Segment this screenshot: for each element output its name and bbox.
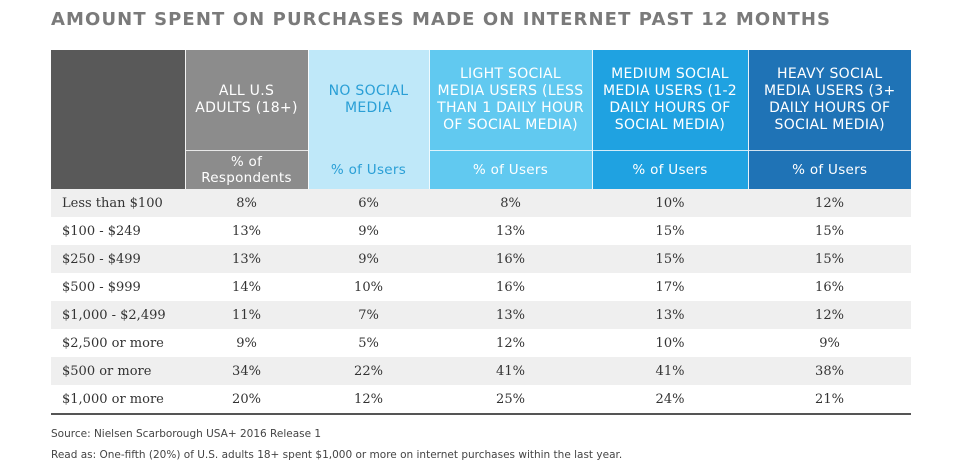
data-cell: 13%	[185, 217, 308, 245]
row-label: Less than $100	[51, 189, 185, 217]
data-cell: 12%	[429, 329, 592, 357]
table-body: Less than $100 8% 6% 8% 10% 12% $100 - $249 13%…	[51, 189, 911, 415]
table-row: $500 - $999 14% 10% 16% 17% 16%	[51, 273, 911, 301]
column-header-light-users: LIGHT SOCIAL MEDIA USERS (LESS THAN 1 DA…	[428, 50, 592, 151]
footnotes: Source: Nielsen Scarborough USA+ 2016 Re…	[51, 424, 622, 466]
data-cell: 21%	[748, 385, 911, 415]
data-cell: 12%	[308, 385, 429, 415]
data-cell: 15%	[592, 245, 748, 273]
data-cell: 10%	[592, 189, 748, 217]
data-cell: 12%	[748, 189, 911, 217]
data-cell: 16%	[429, 273, 592, 301]
data-cell: 13%	[429, 217, 592, 245]
data-cell: 9%	[748, 329, 911, 357]
row-label: $250 - $499	[51, 245, 185, 273]
column-subheader: % of Users	[591, 150, 748, 189]
column-subheader: % of Users	[747, 150, 911, 189]
data-cell: 8%	[185, 189, 308, 217]
data-cell: 13%	[429, 301, 592, 329]
data-cell: 41%	[592, 357, 748, 385]
data-cell: 22%	[308, 357, 429, 385]
column-header-no-social-media: NO SOCIAL MEDIA	[307, 50, 429, 151]
data-cell: 41%	[429, 357, 592, 385]
table-row: $1,000 or more 20% 12% 25% 24% 21%	[51, 385, 911, 415]
header-corner	[51, 50, 185, 151]
data-cell: 13%	[592, 301, 748, 329]
data-cell: 38%	[748, 357, 911, 385]
data-cell: 34%	[185, 357, 308, 385]
data-cell: 17%	[592, 273, 748, 301]
subheader-corner	[51, 150, 185, 189]
data-cell: 10%	[308, 273, 429, 301]
data-cell: 14%	[185, 273, 308, 301]
column-header-heavy-users: HEAVY SOCIAL MEDIA USERS (3+ DAILY HOURS…	[747, 50, 911, 151]
data-cell: 8%	[429, 189, 592, 217]
table-row: $2,500 or more 9% 5% 12% 10% 9%	[51, 329, 911, 357]
table-row: $1,000 - $2,499 11% 7% 13% 13% 12%	[51, 301, 911, 329]
data-cell: 9%	[308, 217, 429, 245]
row-label: $500 or more	[51, 357, 185, 385]
data-cell: 24%	[592, 385, 748, 415]
source-note: Source: Nielsen Scarborough USA+ 2016 Re…	[51, 428, 322, 440]
row-label: $500 - $999	[51, 273, 185, 301]
row-label: $1,000 - $2,499	[51, 301, 185, 329]
data-cell: 12%	[748, 301, 911, 329]
column-subheader: % of Users	[307, 150, 429, 189]
data-cell: 7%	[308, 301, 429, 329]
read-as-note: Read as: One-fifth (20%) of U.S. adults …	[51, 449, 623, 461]
data-cell: 15%	[592, 217, 748, 245]
chart-title: AMOUNT SPENT ON PURCHASES MADE ON INTERN…	[51, 9, 832, 30]
data-cell: 10%	[592, 329, 748, 357]
table-row: Less than $100 8% 6% 8% 10% 12%	[51, 189, 911, 217]
column-subheader: % of Respondents	[184, 150, 308, 189]
data-cell: 20%	[185, 385, 308, 415]
data-cell: 16%	[429, 245, 592, 273]
row-label: $2,500 or more	[51, 329, 185, 357]
data-cell: 15%	[748, 245, 911, 273]
data-cell: 5%	[308, 329, 429, 357]
data-cell: 9%	[308, 245, 429, 273]
column-header-all-adults: ALL U.S ADULTS (18+)	[184, 50, 308, 151]
table-row: $500 or more 34% 22% 41% 41% 38%	[51, 357, 911, 385]
data-table: ALL U.S ADULTS (18+) NO SOCIAL MEDIA LIG…	[51, 50, 911, 415]
data-cell: 13%	[185, 245, 308, 273]
data-cell: 9%	[185, 329, 308, 357]
data-cell: 11%	[185, 301, 308, 329]
row-label: $100 - $249	[51, 217, 185, 245]
row-label: $1,000 or more	[51, 385, 185, 415]
data-cell: 15%	[748, 217, 911, 245]
data-cell: 6%	[308, 189, 429, 217]
data-cell: 25%	[429, 385, 592, 415]
column-subheader: % of Users	[428, 150, 592, 189]
column-header-medium-users: MEDIUM SOCIAL MEDIA USERS (1-2 DAILY HOU…	[591, 50, 748, 151]
data-cell: 16%	[748, 273, 911, 301]
table-row: $250 - $499 13% 9% 16% 15% 15%	[51, 245, 911, 273]
table-row: $100 - $249 13% 9% 13% 15% 15%	[51, 217, 911, 245]
